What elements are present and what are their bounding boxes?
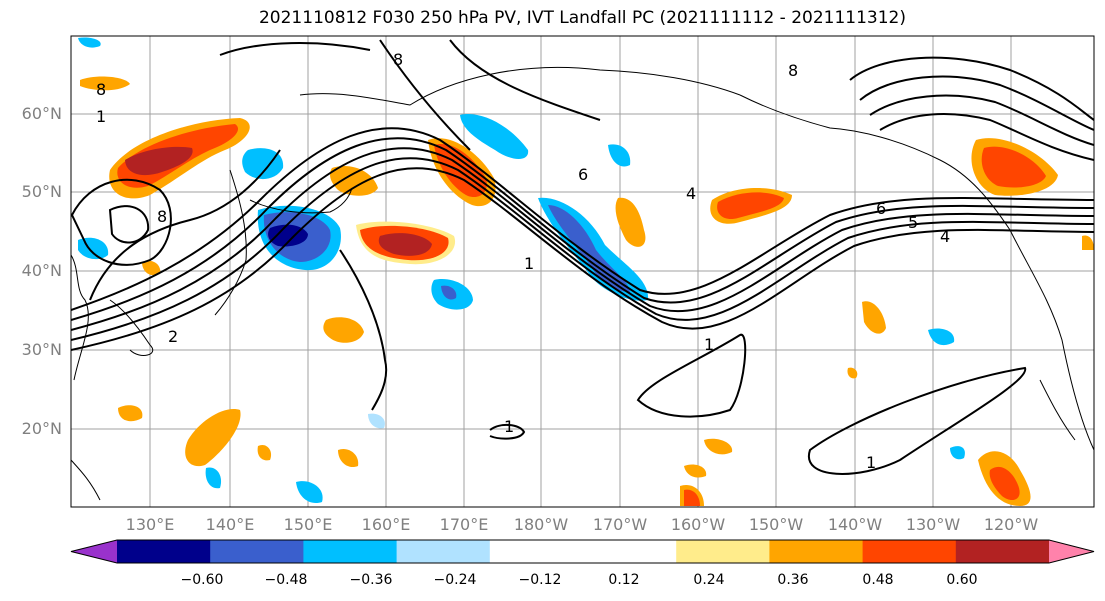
contour-label: 4 — [686, 184, 696, 203]
colorbar-segment — [583, 540, 677, 563]
lon-label: 150°W — [748, 515, 804, 534]
colorbar-extend-min — [71, 540, 117, 563]
lon-label: 120°W — [983, 515, 1039, 534]
contour-label: 2 — [168, 327, 178, 346]
contour-label: 8 — [96, 80, 106, 99]
colorbar-tick-label: 0.60 — [946, 572, 978, 588]
contour-label: 8 — [788, 61, 798, 80]
positive-anomaly-shading — [80, 76, 1094, 506]
lat-label: 50°N — [21, 182, 62, 201]
colorbar-segment — [117, 540, 211, 563]
contour-label: 6 — [578, 165, 588, 184]
lon-label: 160°E — [361, 515, 411, 534]
contour-label: 1 — [866, 453, 876, 472]
colorbar-tick-label: −0.36 — [349, 572, 393, 588]
colorbar-extend-max — [1049, 540, 1094, 563]
colorbar-segment — [396, 540, 491, 563]
lon-label: 130°E — [125, 515, 175, 534]
colorbar-tick-label: 0.48 — [862, 572, 894, 588]
lat-label: 40°N — [21, 261, 62, 280]
contour-label: 1 — [504, 417, 514, 436]
contour-label: 5 — [908, 213, 918, 232]
lon-label: 140°W — [827, 515, 883, 534]
colorbar-outline — [70, 539, 1095, 564]
lat-label: 60°N — [21, 104, 62, 123]
map-border — [70, 35, 1095, 508]
contour-label: 1 — [524, 254, 534, 273]
lon-label: 160°W — [670, 515, 726, 534]
contour-label: 4 — [940, 227, 950, 246]
colorbar — [70, 539, 1095, 564]
map-content: 8 1 8 8 6 4 6 5 4 1 1 1 1 2 8 — [71, 36, 1094, 507]
lon-label: 140°E — [205, 515, 255, 534]
lon-label: 180°W — [513, 515, 569, 534]
lon-label: 170°E — [439, 515, 489, 534]
lat-label: 20°N — [21, 419, 62, 438]
lon-label: 150°E — [283, 515, 333, 534]
lon-label: 130°W — [905, 515, 961, 534]
contour-labels: 8 1 8 8 6 4 6 5 4 1 1 1 1 2 8 — [96, 50, 950, 472]
colorbar-tick-label: −0.48 — [264, 572, 308, 588]
colorbar-tick-label: −0.60 — [180, 572, 224, 588]
colorbar-tick-label: 0.24 — [693, 572, 725, 588]
map-title: 2021110812 F030 250 hPa PV, IVT Landfall… — [258, 8, 906, 28]
contour-label: 1 — [96, 107, 106, 126]
colorbar-segment — [210, 540, 304, 563]
lon-label: 170°W — [592, 515, 648, 534]
contour-label: 8 — [157, 207, 167, 226]
colorbar-tick-label: −0.12 — [518, 572, 562, 588]
colorbar-tick-label: 0.12 — [608, 572, 640, 588]
colorbar-tick-label: −0.24 — [433, 572, 477, 588]
colorbar-segment — [303, 540, 398, 563]
colorbar-segment — [955, 540, 1050, 563]
contour-label: 1 — [704, 335, 714, 354]
pv-contours — [71, 39, 1094, 475]
contour-label: 8 — [393, 50, 403, 69]
lat-label: 30°N — [21, 340, 62, 359]
colorbar-segment — [676, 540, 770, 563]
colorbar-segment — [862, 540, 957, 563]
contour-label: 6 — [876, 199, 886, 218]
colorbar-segment — [769, 540, 864, 563]
colorbar-tick-label: 0.36 — [777, 572, 809, 588]
colorbar-segment — [489, 540, 584, 563]
